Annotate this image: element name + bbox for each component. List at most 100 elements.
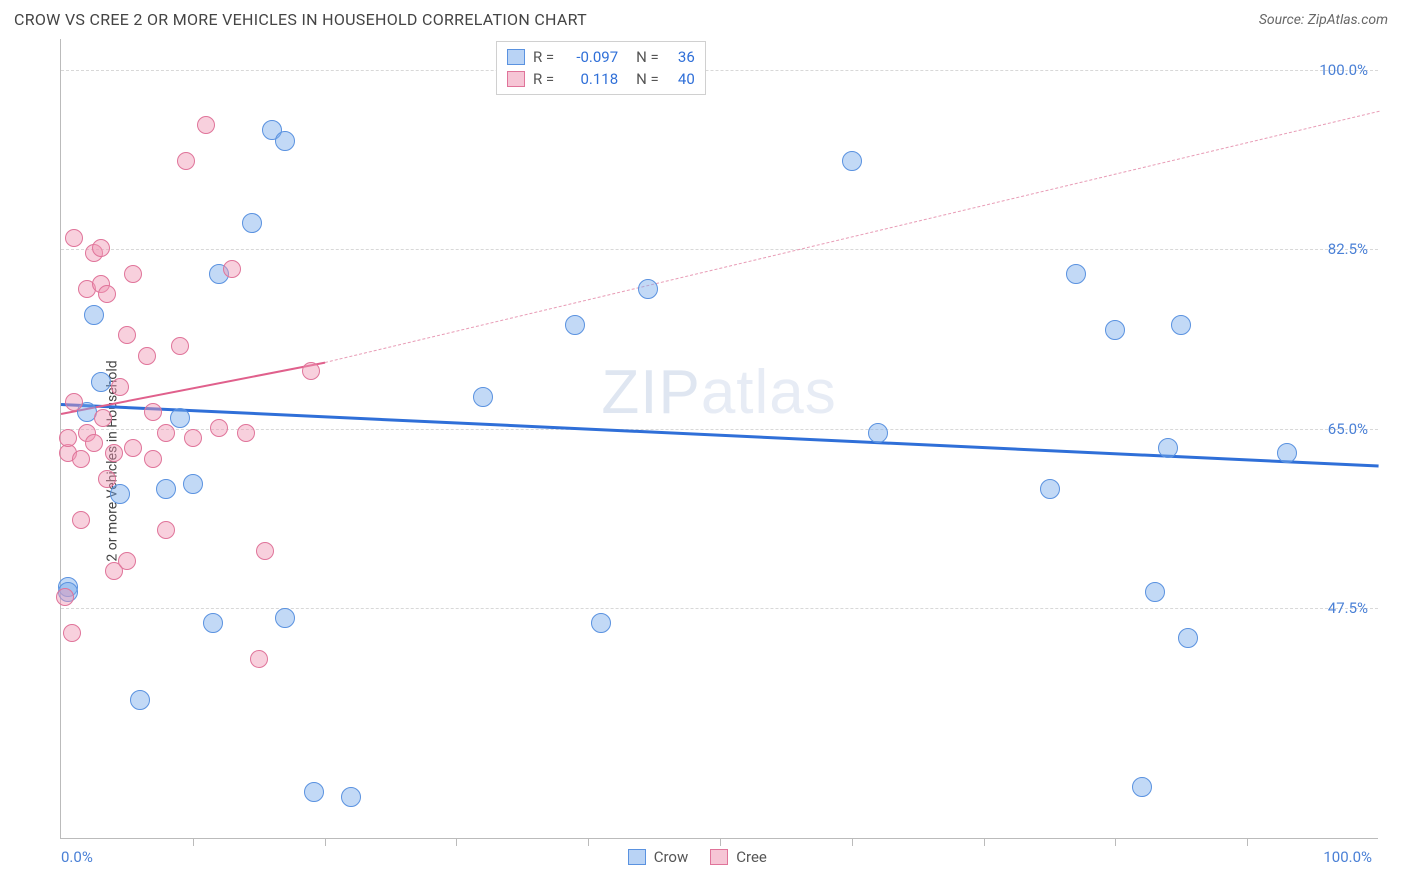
x-tick	[456, 838, 457, 846]
chart-title: CROW VS CREE 2 OR MORE VEHICLES IN HOUSE…	[14, 10, 587, 29]
chart-source: Source: ZipAtlas.com	[1259, 12, 1388, 28]
data-point	[1158, 438, 1178, 458]
data-point	[197, 116, 215, 134]
legend-swatch	[628, 849, 646, 865]
data-point	[591, 613, 611, 633]
data-point	[111, 378, 129, 396]
data-point	[91, 372, 111, 392]
n-value: 40	[667, 70, 695, 88]
data-point	[565, 315, 585, 335]
data-point	[138, 347, 156, 365]
data-point	[638, 279, 658, 299]
y-tick-label: 65.0%	[1328, 420, 1368, 438]
data-point	[203, 613, 223, 633]
data-point	[110, 484, 130, 504]
data-point	[171, 337, 189, 355]
legend-item: Cree	[710, 848, 767, 866]
legend-row: R = -0.097 N = 36	[507, 46, 695, 68]
data-point	[237, 424, 255, 442]
data-point	[94, 409, 112, 427]
x-tick	[984, 838, 985, 846]
data-point	[275, 608, 295, 628]
n-value: 36	[667, 48, 695, 66]
data-point	[1171, 315, 1191, 335]
data-point	[157, 521, 175, 539]
data-point	[156, 479, 176, 499]
data-point	[118, 552, 136, 570]
data-point	[144, 450, 162, 468]
legend-label: Cree	[736, 848, 767, 866]
data-point	[1145, 582, 1165, 602]
data-point	[1277, 443, 1297, 463]
data-point	[177, 152, 195, 170]
legend-series: Crow Cree	[628, 848, 767, 866]
data-point	[98, 285, 116, 303]
data-point	[250, 650, 268, 668]
y-tick-label: 82.5%	[1328, 240, 1368, 258]
data-point	[183, 474, 203, 494]
r-label: R =	[533, 48, 554, 66]
legend-label: Crow	[654, 848, 689, 866]
r-label: R =	[533, 70, 554, 88]
x-tick	[588, 838, 589, 846]
data-point	[157, 424, 175, 442]
r-value: 0.118	[562, 70, 618, 88]
cree-trend-dashed	[324, 111, 1379, 363]
data-point	[72, 450, 90, 468]
r-value: -0.097	[562, 48, 618, 66]
watermark: ZIPatlas	[601, 357, 836, 428]
data-point	[1066, 264, 1086, 284]
legend-swatch	[507, 71, 525, 87]
data-point	[842, 151, 862, 171]
data-point	[56, 588, 74, 606]
data-point	[63, 624, 81, 642]
data-point	[1132, 777, 1152, 797]
data-point	[124, 265, 142, 283]
data-point	[59, 429, 77, 447]
gridline	[61, 429, 1378, 430]
x-tick	[720, 838, 721, 846]
data-point	[223, 260, 241, 278]
data-point	[341, 787, 361, 807]
y-tick-label: 100.0%	[1319, 61, 1368, 79]
legend-item: Crow	[628, 848, 689, 866]
data-point	[65, 393, 83, 411]
data-point	[65, 229, 83, 247]
gridline	[61, 70, 1378, 71]
n-label: N =	[636, 48, 659, 66]
crow-trend	[61, 403, 1379, 468]
legend-swatch	[507, 49, 525, 65]
data-point	[184, 429, 202, 447]
data-point	[275, 131, 295, 151]
plot-area: ZIPatlas 47.5%65.0%82.5%100.0%0.0%100.0%…	[60, 39, 1378, 839]
data-point	[1105, 320, 1125, 340]
data-point	[124, 439, 142, 457]
data-point	[105, 444, 123, 462]
data-point	[868, 423, 888, 443]
data-point	[242, 213, 262, 233]
x-tick	[1247, 838, 1248, 846]
legend-stats: R = -0.097 N = 36 R = 0.118 N = 40	[496, 41, 706, 95]
data-point	[118, 326, 136, 344]
data-point	[85, 434, 103, 452]
chart-container: 2 or more Vehicles in Household ZIPatlas…	[14, 35, 1392, 887]
data-point	[98, 470, 116, 488]
x-tick	[1115, 838, 1116, 846]
x-tick	[325, 838, 326, 846]
x-tick	[852, 838, 853, 846]
data-point	[144, 403, 162, 421]
legend-swatch	[710, 849, 728, 865]
x-axis-label: 0.0%	[61, 848, 93, 866]
n-label: N =	[636, 70, 659, 88]
gridline	[61, 249, 1378, 250]
data-point	[256, 542, 274, 560]
legend-row: R = 0.118 N = 40	[507, 68, 695, 90]
data-point	[130, 690, 150, 710]
data-point	[84, 305, 104, 325]
data-point	[302, 362, 320, 380]
gridline	[61, 608, 1378, 609]
x-axis-label: 100.0%	[1323, 848, 1372, 866]
data-point	[170, 408, 190, 428]
data-point	[304, 782, 324, 802]
data-point	[473, 387, 493, 407]
